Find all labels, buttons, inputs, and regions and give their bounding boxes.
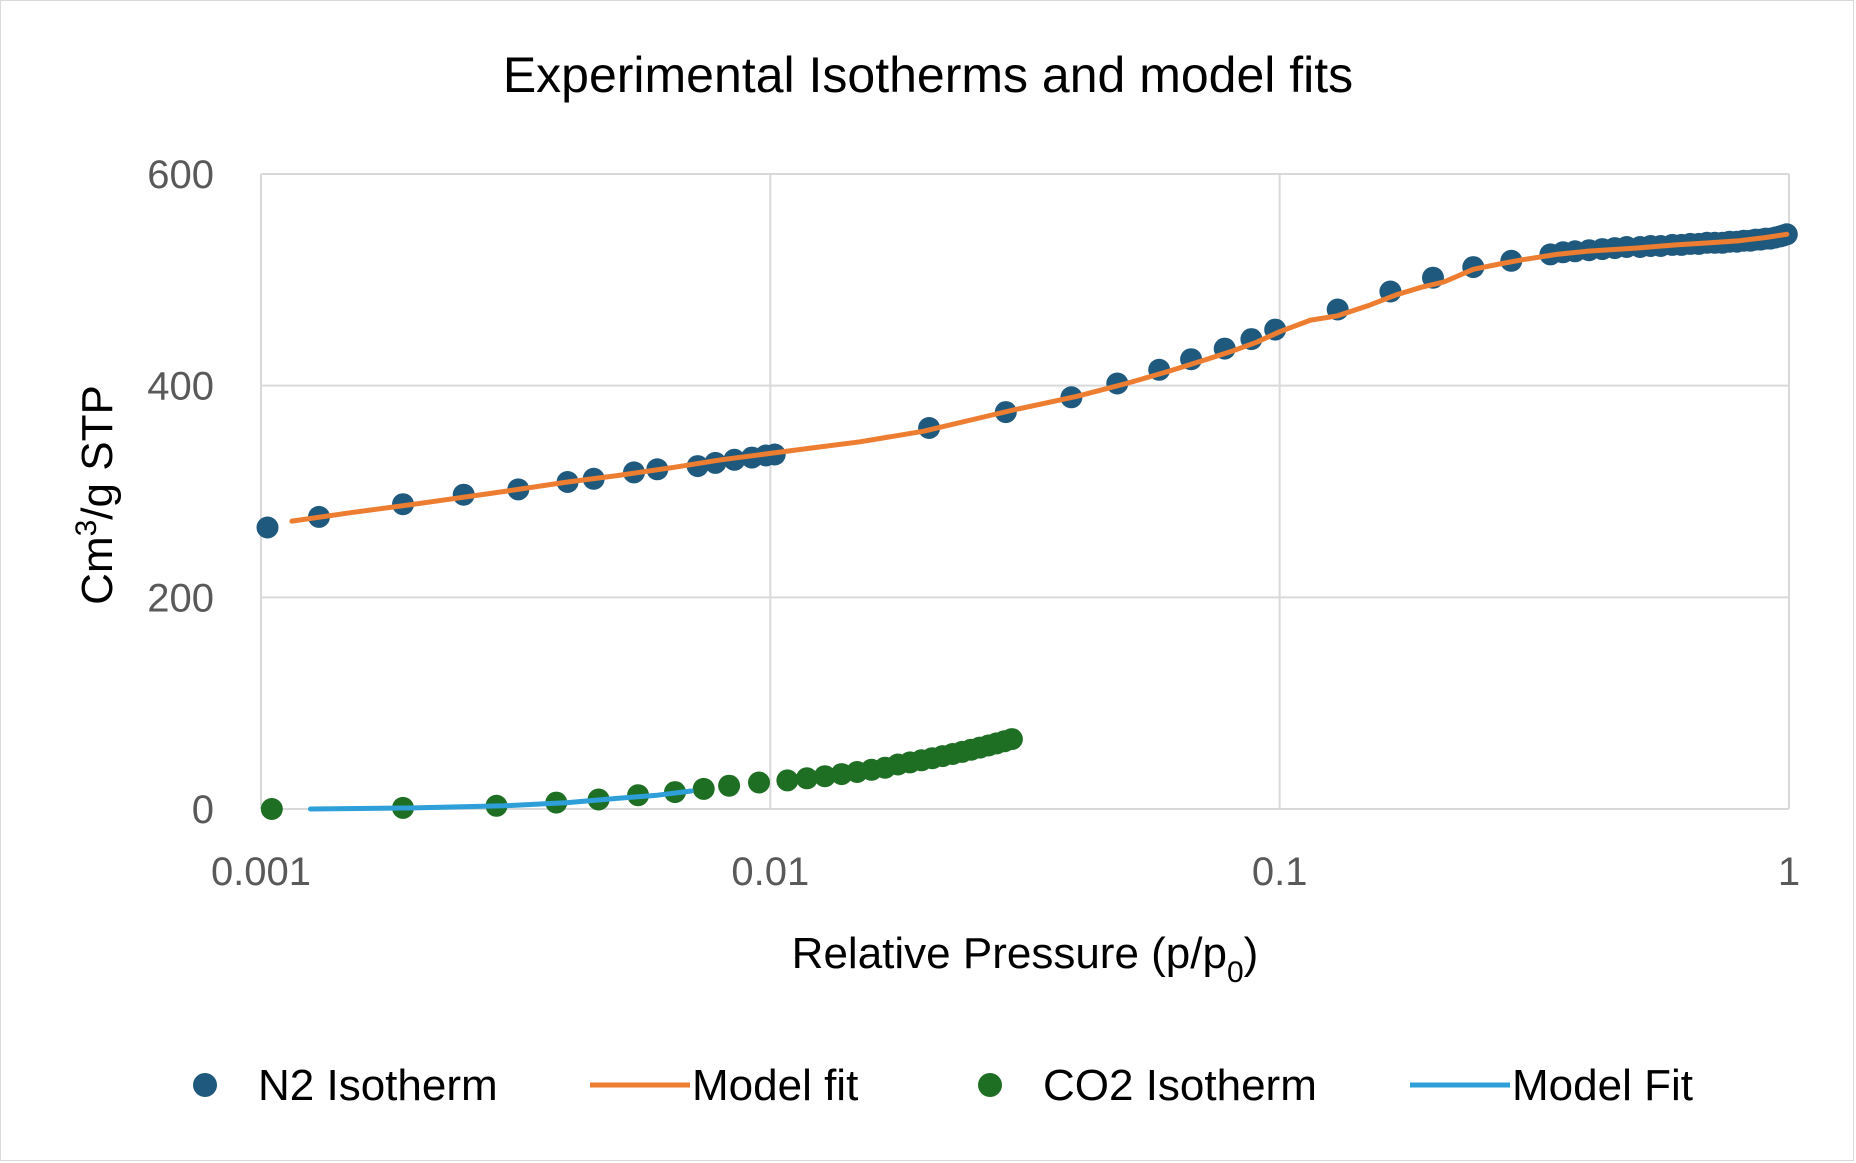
legend: N2 Isotherm Model fit CO2 Isotherm Model Fi… xyxy=(193,1061,1693,1110)
series-co2-isotherm xyxy=(260,728,1023,820)
data-point xyxy=(813,765,836,788)
data-point xyxy=(795,767,818,790)
x-axis-ticks: 0.001 0.01 0.1 1 xyxy=(211,850,1800,894)
chart-title: Experimental Isotherms and model fits xyxy=(503,47,1353,103)
y-axis-ticks: 0 200 400 600 xyxy=(147,153,214,832)
legend-label: CO2 Isotherm xyxy=(1043,1061,1317,1110)
x-axis-label: Relative Pressure (p/p0) xyxy=(792,929,1259,989)
legend-marker-swatch xyxy=(193,1073,217,1097)
y-tick-label: 0 xyxy=(192,788,214,832)
x-tick-label: 0.01 xyxy=(731,850,809,894)
data-point xyxy=(718,774,741,797)
series-line xyxy=(289,231,1790,524)
series-model-fit xyxy=(307,788,694,812)
x-tick-label: 0.1 xyxy=(1252,850,1308,894)
data-point xyxy=(1000,728,1023,751)
y-tick-label: 600 xyxy=(147,153,214,197)
data-point xyxy=(260,798,283,820)
series-model-fit xyxy=(289,231,1790,524)
legend-marker-swatch xyxy=(978,1073,1002,1097)
data-point xyxy=(748,771,770,794)
legend-item: Model Fit xyxy=(1410,1061,1693,1110)
legend-item: CO2 Isotherm xyxy=(978,1061,1317,1110)
y-axis-label: Cm3/g STP xyxy=(70,385,122,605)
x-tick-label: 0.001 xyxy=(211,850,311,894)
x-tick-label: 1 xyxy=(1778,850,1800,894)
legend-item: Model fit xyxy=(590,1061,858,1110)
grid xyxy=(260,173,1790,810)
y-tick-label: 400 xyxy=(147,365,214,409)
data-point xyxy=(776,769,799,792)
legend-item: N2 Isotherm xyxy=(193,1061,498,1110)
legend-label: N2 Isotherm xyxy=(258,1061,498,1110)
plot-series xyxy=(256,223,1798,820)
data-point xyxy=(256,516,279,539)
legend-label: Model fit xyxy=(692,1061,858,1110)
y-tick-label: 200 xyxy=(147,576,214,620)
series-line xyxy=(307,788,694,812)
data-point xyxy=(692,777,715,800)
series-n2-isotherm xyxy=(256,223,1798,539)
legend-label: Model Fit xyxy=(1512,1061,1693,1110)
